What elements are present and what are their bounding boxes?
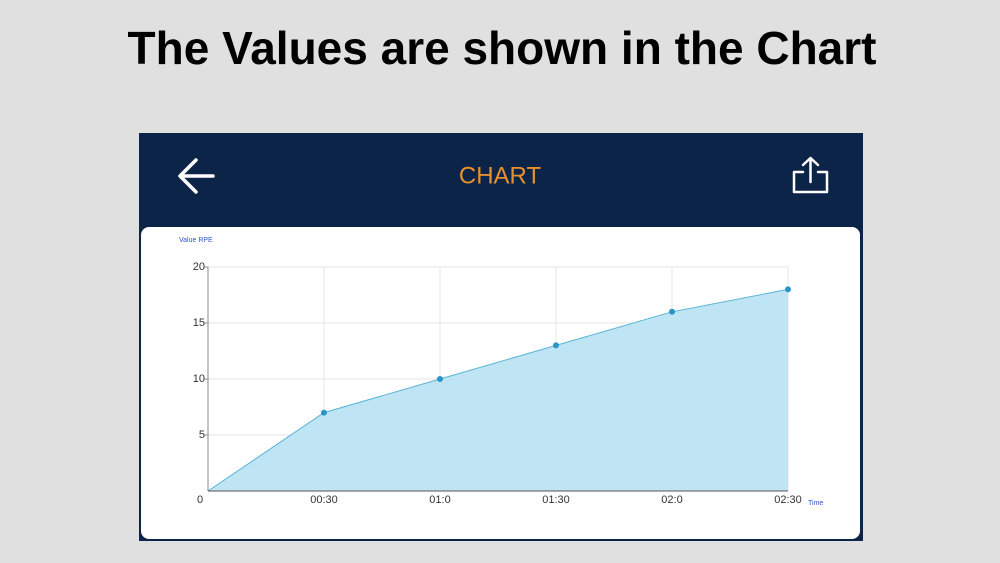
point [321,409,327,416]
y-tick-label: 5 [199,429,205,441]
heading: The Values are shown in the Chart [128,22,877,74]
back-button[interactable] [178,158,215,194]
x-tick-label: 02:0 [661,494,682,506]
x-axis-title: Time [808,500,823,507]
app-bar-title: CHART [459,162,542,189]
y-tick-label: 15 [193,317,205,329]
point [437,376,443,382]
y-tick-label: 10 [193,373,205,385]
x-tick-label: 01:0 [429,494,450,506]
line [207,288,789,492]
x-tick-label: 0 [197,494,203,506]
plot: 5 10 15 20 0 00:30 01:0 01:30 02:0 02:30 [193,261,802,506]
x-tick-label: 02:30 [774,494,802,506]
point [553,342,559,349]
share-button[interactable] [792,156,829,194]
y-axis-title: Value RPE [179,237,213,244]
y-tick-label: 20 [193,261,205,273]
area [208,289,788,491]
point [785,286,791,293]
x-tick-label: 00:30 [310,494,338,506]
x-tick-label: 01:30 [542,494,570,506]
point [669,308,675,315]
